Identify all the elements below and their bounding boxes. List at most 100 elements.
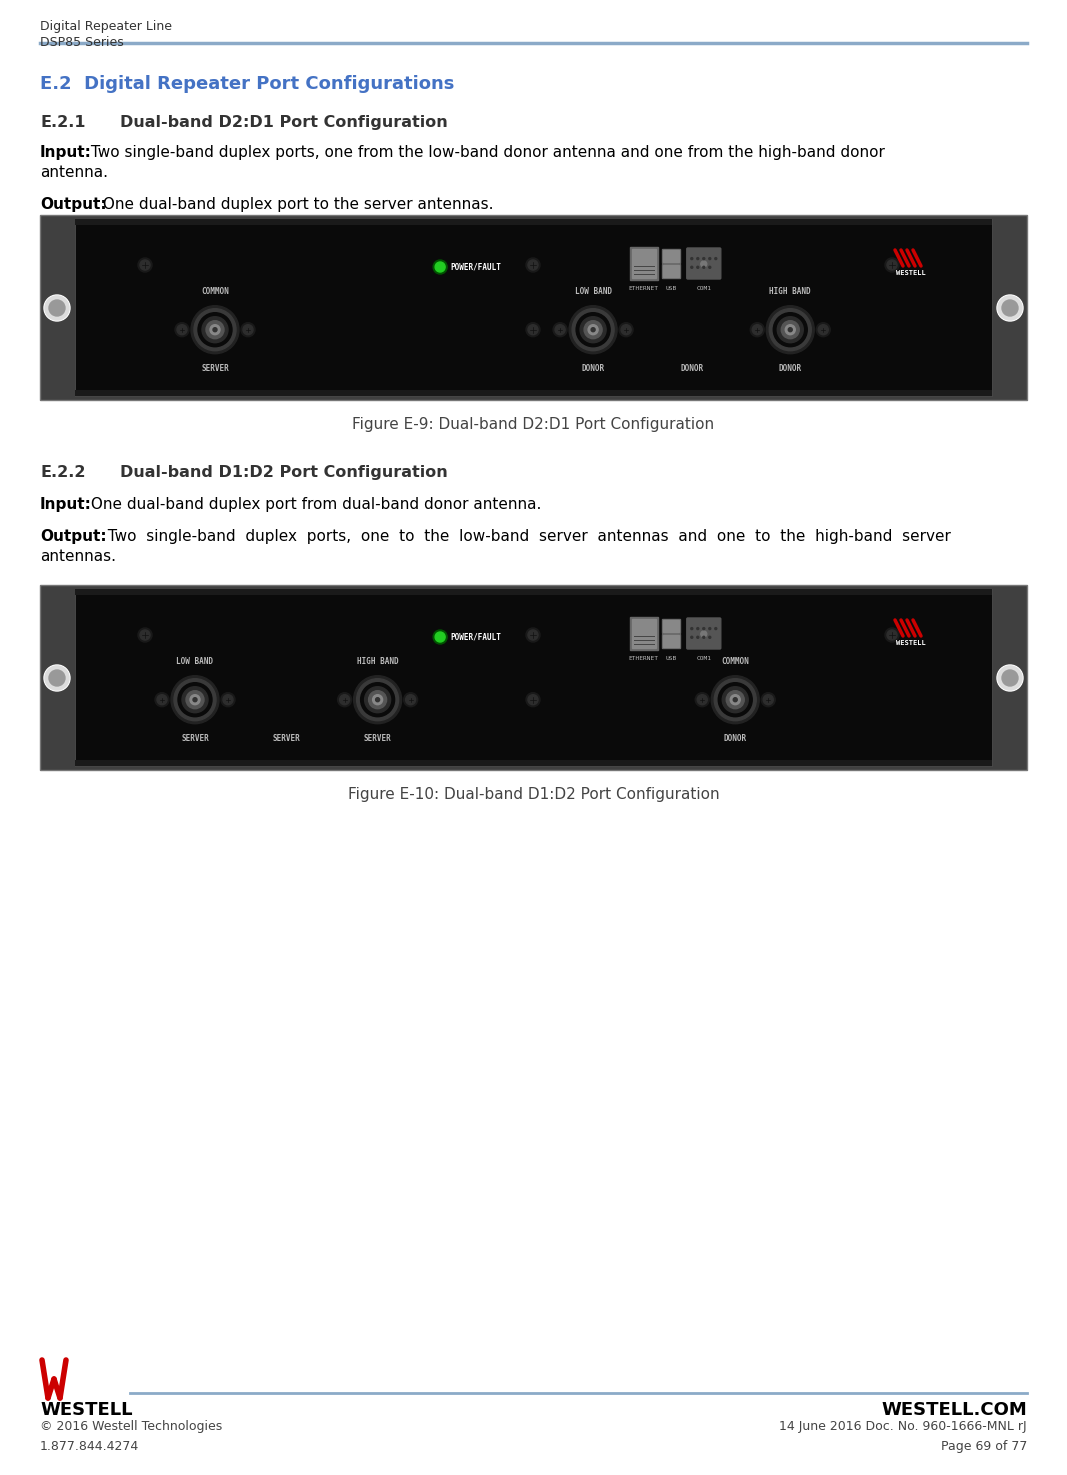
Circle shape [703,267,705,268]
Circle shape [49,670,65,686]
Text: antenna.: antenna. [39,165,108,180]
Circle shape [241,323,255,336]
Text: HIGH BAND: HIGH BAND [769,286,811,295]
Circle shape [763,695,774,705]
Bar [39,215,1028,400]
Circle shape [174,678,216,721]
Text: COM1: COM1 [697,656,712,661]
Circle shape [715,627,717,630]
Text: WESTELL: WESTELL [896,640,926,646]
Circle shape [619,323,633,336]
Text: USB: USB [665,286,676,291]
Circle shape [376,698,380,702]
Circle shape [526,628,540,642]
Circle shape [690,258,692,260]
Circle shape [733,698,737,702]
FancyBboxPatch shape [687,248,721,279]
Circle shape [243,324,253,335]
Bar [553,360,633,375]
Circle shape [769,308,811,351]
Text: ETHERNET: ETHERNET [628,656,658,661]
Text: LOW BAND: LOW BAND [575,286,611,295]
Circle shape [690,627,692,630]
Bar [632,620,656,648]
Text: © 2016 Westell Technologies: © 2016 Westell Technologies [39,1420,222,1434]
Circle shape [697,267,699,268]
Bar [75,589,992,766]
Circle shape [588,324,599,335]
Bar [663,620,679,631]
Bar [75,589,992,594]
Text: E.2.2: E.2.2 [39,465,85,479]
Text: DONOR: DONOR [779,364,801,373]
Text: E.2.1: E.2.1 [39,115,85,130]
Text: COMMON: COMMON [201,286,229,295]
Circle shape [365,687,391,712]
Circle shape [433,630,447,645]
Text: Page 69 of 77: Page 69 of 77 [941,1440,1028,1453]
Circle shape [202,317,228,342]
Circle shape [526,258,540,271]
Circle shape [433,260,447,274]
Circle shape [528,630,538,640]
Circle shape [178,683,212,717]
Circle shape [761,693,776,707]
Circle shape [155,693,169,707]
Circle shape [198,313,232,347]
Circle shape [372,695,383,705]
Bar [39,586,1028,770]
Circle shape [750,323,764,336]
Circle shape [177,324,187,335]
Circle shape [356,678,399,721]
Bar [630,617,657,650]
Circle shape [526,323,540,336]
Bar [75,218,992,226]
Text: LOW BAND: LOW BAND [176,656,213,665]
Bar [662,634,680,648]
Circle shape [885,258,899,271]
Circle shape [696,693,710,707]
Circle shape [697,627,699,630]
Circle shape [714,678,757,721]
Text: SERVER: SERVER [272,733,300,743]
Circle shape [528,695,538,705]
Circle shape [138,258,152,271]
Text: HIGH BAND: HIGH BAND [356,656,398,665]
Circle shape [206,320,224,339]
Circle shape [190,695,200,705]
Circle shape [528,260,538,270]
Text: ETHERNET: ETHERNET [628,286,658,291]
Bar [75,389,992,395]
Circle shape [715,258,717,260]
Circle shape [405,695,416,705]
Circle shape [403,693,417,707]
Circle shape [998,667,1022,690]
Circle shape [576,313,610,347]
Circle shape [572,308,615,351]
Circle shape [45,667,69,690]
Circle shape [339,695,350,705]
Text: DONOR: DONOR [723,733,747,743]
Text: Dual-band D1:D2 Port Configuration: Dual-band D1:D2 Port Configuration [120,465,448,479]
Circle shape [221,693,235,707]
Text: WESTELL: WESTELL [39,1401,132,1419]
Bar [662,249,680,263]
Circle shape [194,308,236,351]
Circle shape [703,636,705,639]
Circle shape [697,695,707,705]
Circle shape [213,327,217,332]
Circle shape [712,676,760,724]
Circle shape [223,695,233,705]
Circle shape [998,296,1022,320]
Circle shape [528,324,538,335]
Circle shape [727,690,745,708]
Circle shape [997,665,1023,690]
Text: One dual-band duplex port from dual-band donor antenna.: One dual-band duplex port from dual-band… [86,497,541,512]
Circle shape [555,324,566,335]
Circle shape [774,313,808,347]
Text: Input:: Input: [39,497,92,512]
Circle shape [193,698,197,702]
Text: Figure E-10: Dual-band D1:D2 Port Configuration: Figure E-10: Dual-band D1:D2 Port Config… [348,788,719,802]
Text: COM1: COM1 [697,286,712,291]
Text: Output:: Output: [39,530,107,544]
